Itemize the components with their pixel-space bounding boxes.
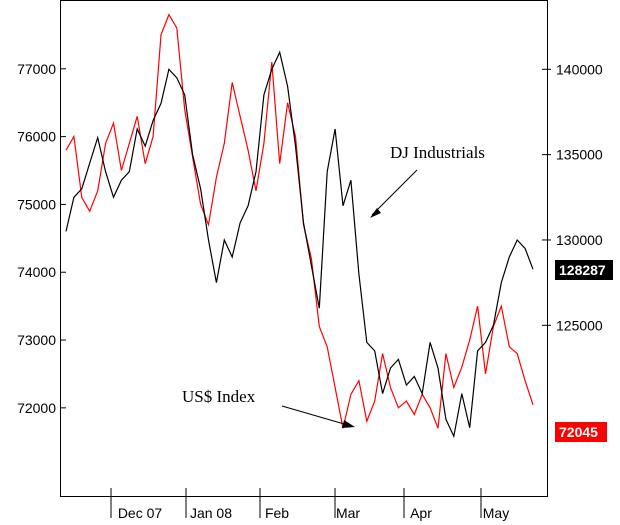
- left-tick-label-4: 76000: [17, 129, 56, 145]
- right-tick-label-0: 125000: [556, 317, 603, 333]
- x-tick-label-3: Mar: [336, 505, 360, 521]
- x-tick-label-4: Apr: [410, 505, 432, 521]
- dj-industrials-arrow-line: [371, 169, 418, 216]
- left-tick-label-5: 77000: [17, 61, 56, 77]
- right-tick-label-2: 135000: [556, 147, 603, 163]
- left-tick-label-3: 75000: [17, 196, 56, 212]
- x-tick-label-0: Dec 07: [118, 505, 163, 521]
- dj-industrials-series-line: [65, 50, 534, 439]
- dj-industrials-annotation: DJ Industrials: [390, 143, 485, 162]
- us-dollar-index-arrow-line: [281, 405, 352, 427]
- left-tick-label-0: 72000: [17, 400, 56, 416]
- right-tick-label-3: 140000: [556, 61, 603, 77]
- x-tick-label-5: May: [483, 505, 509, 521]
- us-dollar-index-annotation: US$ Index: [182, 387, 256, 406]
- left-tick-label-2: 74000: [17, 264, 56, 280]
- left-y-axis: 72000 73000 74000 75000 76000 77000: [17, 61, 66, 416]
- right-tick-label-1: 130000: [556, 232, 603, 248]
- left-tick-label-1: 73000: [17, 332, 56, 348]
- dj-industrials-arrow-head: [370, 208, 381, 218]
- svg-text:72045: 72045: [559, 424, 598, 440]
- us-dollar-current-value-badge: 72045: [555, 422, 607, 442]
- svg-text:128287: 128287: [559, 262, 606, 278]
- dj-current-value-badge: 128287: [555, 260, 613, 280]
- us-dollar-index-arrow-head: [342, 420, 355, 428]
- series-layer: [65, 13, 534, 439]
- x-axis: Dec 07 Jan 08 Feb Mar Apr May: [110, 488, 509, 521]
- right-y-axis: 125000 130000 135000 140000: [542, 61, 603, 333]
- x-tick-label-1: Jan 08: [190, 505, 232, 521]
- plot-frame: [60, 0, 548, 497]
- x-tick-label-2: Feb: [265, 505, 289, 521]
